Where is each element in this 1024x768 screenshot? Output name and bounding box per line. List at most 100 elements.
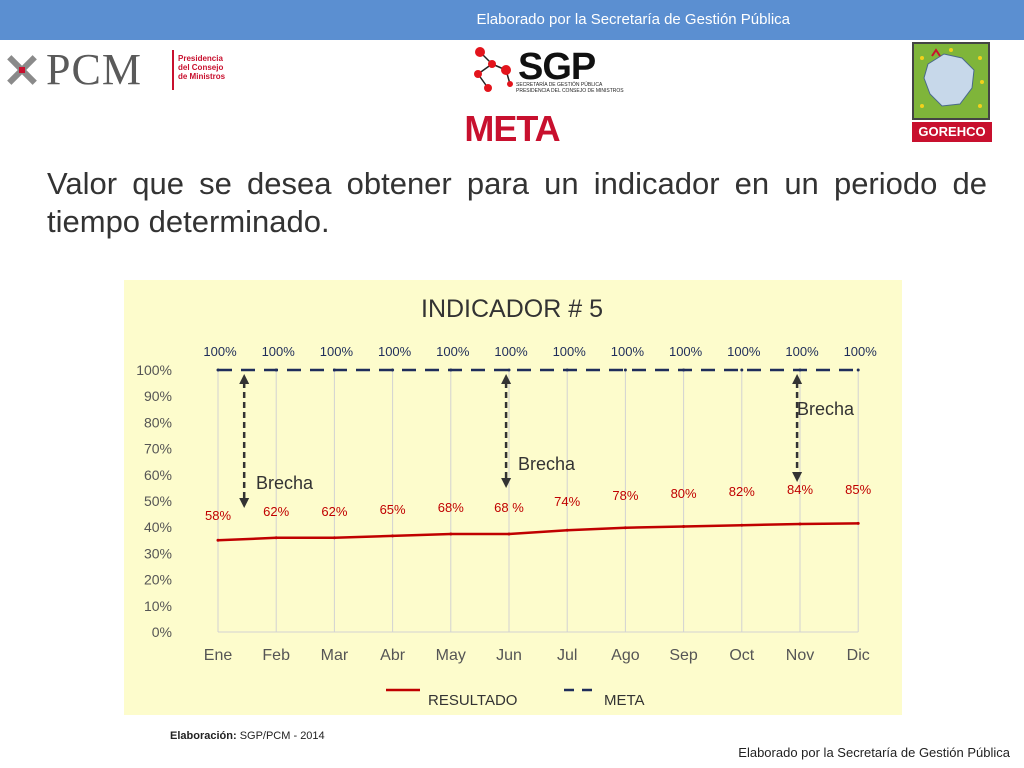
data-label-meta: 100% xyxy=(553,344,587,359)
chart-background xyxy=(124,280,902,715)
gorehco-label: GOREHCO xyxy=(912,122,992,142)
sgp-subtitle: SECRETARÍA DE GESTIÓN PÚBLICA PRESIDENCI… xyxy=(516,82,626,94)
x-tick-label: Dic xyxy=(847,647,870,664)
data-point-resultado xyxy=(856,521,860,525)
data-label-resultado: 65% xyxy=(380,502,406,517)
sgp-logo: SGP SECRETARÍA DE GESTIÓN PÚBLICA PRESID… xyxy=(470,44,624,96)
data-point-resultado xyxy=(332,536,336,540)
data-point-meta xyxy=(332,368,336,372)
y-tick-label: 50% xyxy=(144,493,172,509)
data-point-resultado xyxy=(623,526,627,530)
x-tick-label: Nov xyxy=(786,647,814,664)
pcm-sub-line: Presidencia xyxy=(178,54,223,63)
footer-credit: Elaboración: SGP/PCM - 2014 xyxy=(170,730,325,742)
x-tick-label: Sep xyxy=(669,647,698,664)
data-point-meta xyxy=(623,368,627,372)
brecha-arrow-head-up xyxy=(239,374,250,384)
brecha-arrow-head-up xyxy=(501,374,512,384)
gorehco-logo: GOREHCO xyxy=(912,42,992,142)
data-point-meta xyxy=(449,368,453,372)
y-tick-label: 60% xyxy=(144,467,172,483)
data-label-meta: 100% xyxy=(203,344,237,359)
data-label-meta: 100% xyxy=(611,344,645,359)
y-tick-label: 30% xyxy=(144,545,172,561)
y-tick-label: 90% xyxy=(144,388,172,404)
top-banner: Elaborado por la Secretaría de Gestión P… xyxy=(0,0,1024,40)
footer-text: Elaborado por la Secretaría de Gestión P… xyxy=(738,745,1010,760)
data-point-resultado xyxy=(798,522,802,526)
data-label-meta: 100% xyxy=(436,344,470,359)
sgp-sub-line: SECRETARÍA DE GESTIÓN PÚBLICA xyxy=(516,82,603,88)
x-tick-label: Oct xyxy=(729,647,754,664)
sgp-molecule-icon xyxy=(474,47,513,92)
brecha-label: Brecha xyxy=(518,454,576,474)
data-point-resultado xyxy=(682,524,686,528)
data-label-resultado: 84% xyxy=(787,482,813,497)
y-tick-label: 0% xyxy=(152,624,172,640)
data-label-meta: 100% xyxy=(262,344,296,359)
x-tick-label: Ago xyxy=(611,647,640,664)
slide-description: Valor que se desea obtener para un indic… xyxy=(47,166,987,239)
gorehco-emblem xyxy=(912,42,990,120)
pcm-sub-line: de Ministros xyxy=(178,72,226,81)
y-tick-label: 20% xyxy=(144,572,172,588)
banner-text: Elaborado por la Secretaría de Gestión P… xyxy=(476,11,790,28)
brecha-arrow-head-down xyxy=(792,472,803,482)
y-tick-label: 10% xyxy=(144,598,172,614)
brecha-arrow-head-up xyxy=(792,374,803,384)
brecha-label: Brecha xyxy=(256,473,314,493)
data-point-meta xyxy=(856,368,860,372)
series-line-resultado xyxy=(217,522,859,542)
data-label-resultado: 78% xyxy=(612,488,638,503)
data-label-meta: 100% xyxy=(844,344,878,359)
data-label-meta: 100% xyxy=(494,344,528,359)
data-label-meta: 100% xyxy=(785,344,819,359)
brecha-arrow-head-down xyxy=(501,478,512,488)
data-label-resultado: 62% xyxy=(263,504,289,519)
data-point-meta xyxy=(740,368,744,372)
sgp-sub-line: PRESIDENCIA DEL CONSEJO DE MINISTROS xyxy=(516,88,624,94)
data-point-meta xyxy=(798,368,802,372)
data-point-meta xyxy=(565,368,569,372)
data-point-resultado xyxy=(449,532,453,536)
data-label-resultado: 68% xyxy=(438,500,464,515)
x-tick-label: Mar xyxy=(321,647,349,664)
data-label-meta: 100% xyxy=(378,344,412,359)
data-label-resultado: 80% xyxy=(671,486,697,501)
data-point-resultado xyxy=(740,523,744,527)
data-point-meta xyxy=(274,368,278,372)
data-label-resultado: 58% xyxy=(205,508,231,523)
data-label-meta: 100% xyxy=(727,344,761,359)
gorehco-map-icon xyxy=(920,48,984,108)
pcm-separator xyxy=(172,50,174,90)
x-tick-label: May xyxy=(436,647,466,664)
brecha-label: Brecha xyxy=(797,399,855,419)
data-point-meta xyxy=(507,368,511,372)
data-point-resultado xyxy=(216,538,220,542)
data-point-resultado xyxy=(391,534,395,538)
data-point-resultado xyxy=(507,532,511,536)
pcm-logo: PCM Presidencia del Consejo de Ministros xyxy=(0,44,230,94)
pcm-subtitle: Presidencia del Consejo de Ministros xyxy=(178,54,228,81)
footer-credit-value: SGP/PCM - 2014 xyxy=(239,730,325,742)
data-point-resultado xyxy=(274,536,278,540)
brecha-arrow-head-down xyxy=(239,498,250,508)
slide-title: META xyxy=(464,108,560,149)
footer-credit-label: Elaboración: xyxy=(170,730,237,742)
x-tick-label: Jul xyxy=(557,647,577,664)
data-point-meta xyxy=(682,368,686,372)
legend-label-meta: META xyxy=(604,692,645,709)
y-tick-label: 80% xyxy=(144,414,172,430)
data-label-meta: 100% xyxy=(320,344,354,359)
data-point-resultado xyxy=(565,528,569,532)
data-label-resultado: 82% xyxy=(729,484,755,499)
pcm-mark-icon xyxy=(7,55,37,85)
sgp-word: SGP xyxy=(518,46,596,88)
pcm-word: PCM xyxy=(46,45,142,94)
data-point-meta xyxy=(391,368,395,372)
x-tick-label: Abr xyxy=(380,647,406,664)
x-tick-label: Feb xyxy=(262,647,290,664)
data-label-meta: 100% xyxy=(669,344,703,359)
data-label-resultado: 85% xyxy=(845,482,871,497)
data-point-meta xyxy=(216,368,220,372)
